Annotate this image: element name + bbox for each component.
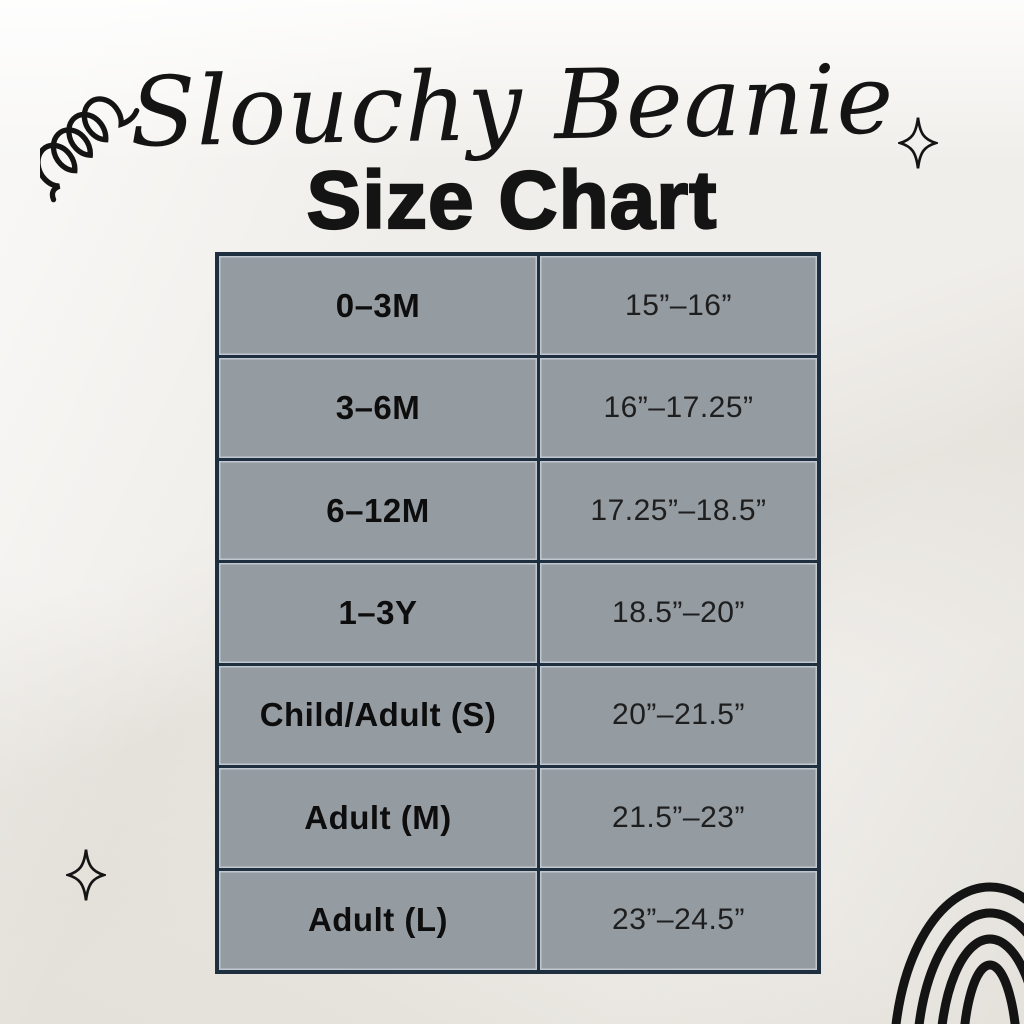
script-title: Slouchy Beanie (128, 43, 896, 169)
size-label-cell: 6–12M (219, 460, 537, 561)
size-range-cell: 17.25”–18.5” (540, 460, 817, 561)
size-table: 0–3M 15”–16” 3–6M 16”–17.25” 6–12M 17.25… (215, 252, 821, 974)
size-range-cell: 23”–24.5” (540, 870, 817, 970)
size-range-cell: 15”–16” (540, 256, 817, 356)
size-range-cell: 16”–17.25” (540, 358, 817, 458)
size-range-cell: 20”–21.5” (540, 665, 817, 766)
size-label-cell: 1–3Y (219, 563, 537, 663)
page-title: Size Chart (305, 154, 718, 247)
size-label-cell: 0–3M (219, 256, 537, 356)
size-label-cell: Adult (M) (219, 768, 537, 868)
size-label-cell: Child/Adult (S) (219, 665, 537, 766)
sparkle-icon (66, 849, 106, 901)
rainbow-icon (891, 882, 1024, 1024)
size-range-cell: 21.5”–23” (540, 768, 817, 868)
size-label-cell: 3–6M (219, 358, 537, 458)
size-range-cell: 18.5”–20” (540, 563, 817, 663)
size-label-cell: Adult (L) (219, 870, 537, 970)
